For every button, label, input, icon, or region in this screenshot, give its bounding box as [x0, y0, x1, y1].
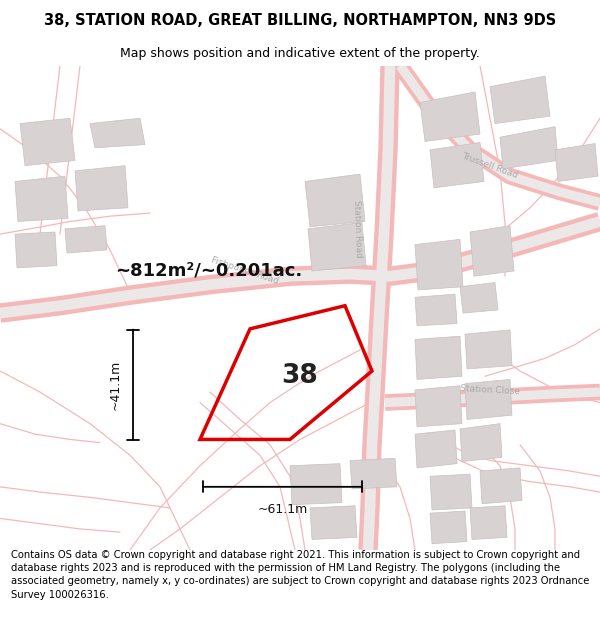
Polygon shape	[15, 176, 68, 221]
Polygon shape	[350, 458, 397, 489]
Polygon shape	[420, 92, 480, 141]
Text: Map shows position and indicative extent of the property.: Map shows position and indicative extent…	[120, 48, 480, 60]
Text: 38, STATION ROAD, GREAT BILLING, NORTHAMPTON, NN3 9DS: 38, STATION ROAD, GREAT BILLING, NORTHAM…	[44, 13, 556, 28]
Text: Station Close: Station Close	[460, 384, 520, 396]
Text: ~41.1m: ~41.1m	[109, 359, 121, 410]
Polygon shape	[470, 226, 514, 276]
Polygon shape	[75, 166, 128, 211]
Polygon shape	[500, 127, 558, 169]
Polygon shape	[290, 464, 342, 505]
Polygon shape	[65, 226, 107, 253]
Text: Contains OS data © Crown copyright and database right 2021. This information is : Contains OS data © Crown copyright and d…	[11, 550, 589, 599]
Polygon shape	[415, 336, 462, 379]
Polygon shape	[415, 294, 457, 326]
Polygon shape	[415, 386, 462, 427]
Polygon shape	[415, 239, 463, 290]
Text: Fishponds Road: Fishponds Road	[210, 256, 280, 286]
Text: ~61.1m: ~61.1m	[257, 504, 308, 516]
Text: Station Road: Station Road	[352, 200, 364, 258]
Polygon shape	[20, 118, 75, 166]
Polygon shape	[430, 511, 467, 544]
Polygon shape	[465, 379, 512, 419]
Polygon shape	[465, 330, 512, 369]
Polygon shape	[305, 174, 365, 227]
Polygon shape	[470, 506, 507, 539]
Polygon shape	[460, 424, 502, 461]
Text: ~812m²/~0.201ac.: ~812m²/~0.201ac.	[115, 262, 302, 280]
Polygon shape	[430, 474, 472, 510]
Polygon shape	[430, 142, 484, 188]
Polygon shape	[460, 282, 498, 313]
Polygon shape	[15, 232, 57, 268]
Text: 38: 38	[281, 363, 319, 389]
Polygon shape	[415, 430, 457, 468]
Polygon shape	[490, 76, 550, 124]
Polygon shape	[308, 222, 366, 271]
Polygon shape	[555, 144, 598, 181]
Polygon shape	[90, 118, 145, 148]
Polygon shape	[310, 506, 357, 539]
Text: Trussell Road: Trussell Road	[461, 151, 520, 180]
Polygon shape	[480, 468, 522, 504]
